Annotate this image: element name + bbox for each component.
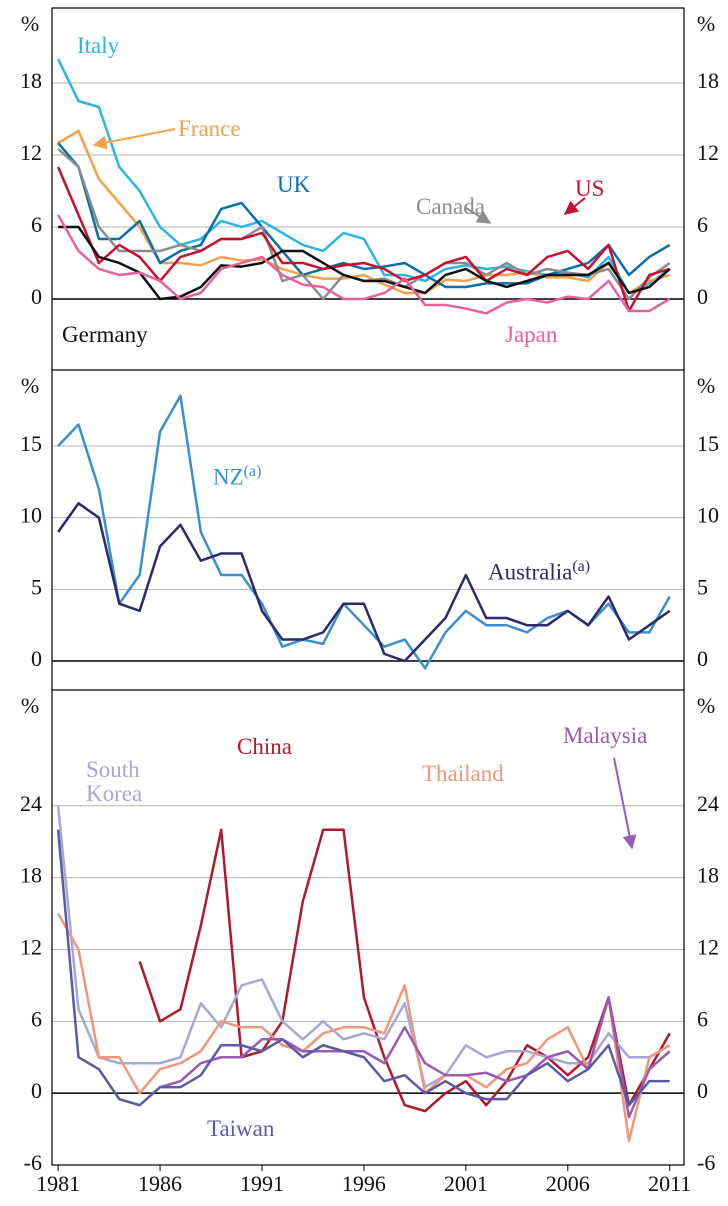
frame	[51, 7, 685, 1166]
series-line	[57, 214, 671, 315]
y-tick-label: 18	[20, 68, 42, 93]
series-label: France	[178, 117, 241, 141]
series-label: Germany	[62, 323, 148, 347]
series-label: UK	[277, 173, 310, 197]
series-name: US	[575, 176, 605, 201]
y-tick-label-right: -6	[697, 1150, 715, 1175]
y-tick-label-right: 10	[697, 503, 719, 528]
series-line	[56, 829, 670, 1107]
arrow	[92, 128, 176, 150]
series-name: Australia	[488, 559, 573, 585]
series-line	[159, 996, 671, 1119]
series-name: UK	[277, 172, 311, 197]
y-tick-label-right: 6	[697, 1006, 708, 1031]
y-tick-label-right: 18	[697, 863, 719, 888]
series-label: Italy	[77, 34, 119, 58]
series-line	[57, 912, 671, 1143]
series-superscript: (a)	[572, 558, 591, 575]
series-name: France	[178, 116, 241, 141]
series-name: NZ	[213, 464, 244, 490]
x-tick-label: 1986	[138, 1171, 182, 1196]
x-tick-label: 1981	[36, 1171, 80, 1196]
y-tick-label: 10	[20, 503, 42, 528]
series-label: Thailand	[422, 762, 504, 786]
series-label: Japan	[505, 323, 557, 347]
series-label: South Korea	[86, 758, 166, 806]
arrow	[465, 207, 492, 224]
y-tick-label: -6	[24, 1150, 42, 1175]
y-tick-label-right: 12	[697, 935, 719, 960]
y-tick-label: 6	[31, 212, 42, 237]
y-tick-label: 18	[20, 863, 42, 888]
x-tick-label: 2006	[546, 1171, 590, 1196]
arrow	[563, 197, 586, 215]
series-superscript: (a)	[243, 463, 262, 480]
series-name: China	[237, 734, 292, 759]
y-tick-label-right: 6	[697, 212, 708, 237]
y-tick-label: 0	[31, 284, 42, 309]
y-tick-label: 6	[31, 1006, 42, 1031]
unit-label: %	[697, 373, 715, 398]
y-tick-label: 12	[20, 935, 42, 960]
y-tick-label: 5	[31, 574, 42, 599]
y-tick-label-right: 0	[697, 1078, 708, 1103]
series-group	[56, 805, 671, 1143]
y-tick-label: 15	[20, 431, 42, 456]
series-name: Germany	[62, 322, 148, 347]
series-label: China	[237, 735, 292, 759]
y-tick-label-right: 5	[697, 574, 708, 599]
arrows	[92, 128, 637, 850]
series-name: Malaysia	[563, 723, 648, 748]
series-group	[57, 394, 671, 670]
series-label: US	[575, 177, 604, 201]
series-label: Malaysia	[563, 724, 647, 748]
series-name: Japan	[505, 322, 558, 347]
series-name: Thailand	[422, 761, 504, 786]
series-line	[138, 828, 671, 1113]
y-tick-label: 12	[20, 140, 42, 165]
unit-label: %	[21, 373, 39, 398]
series-label: NZ(a)	[213, 460, 261, 490]
series-group	[56, 58, 671, 315]
y-tick-label: 0	[31, 646, 42, 671]
y-tick-label: 0	[31, 1078, 42, 1103]
y-tick-label-right: 0	[697, 284, 708, 309]
series-name: Canada	[416, 194, 485, 219]
series-label: Taiwan	[207, 1117, 274, 1141]
unit-label: %	[697, 11, 715, 36]
y-tick-label-right: 18	[697, 68, 719, 93]
series-line	[57, 502, 671, 663]
unit-label: %	[21, 693, 39, 718]
y-tick-label-right: 24	[697, 791, 719, 816]
series-name: South Korea	[86, 757, 143, 806]
x-tick-label: 2001	[444, 1171, 488, 1196]
x-tick-label: 1996	[342, 1171, 386, 1196]
arrow	[613, 757, 637, 850]
series-line	[58, 225, 671, 301]
x-tick-label: 1991	[240, 1171, 284, 1196]
y-tick-label-right: 15	[697, 431, 719, 456]
series-name: Italy	[77, 33, 120, 58]
unit-label: %	[697, 693, 715, 718]
series-line	[57, 394, 671, 670]
unit-label: %	[21, 11, 39, 36]
series-label: Australia(a)	[488, 555, 590, 585]
series-line	[57, 142, 671, 289]
series-label: Canada	[416, 195, 485, 219]
series-name: Taiwan	[207, 1116, 275, 1141]
x-tick-label: 2011	[648, 1171, 691, 1196]
y-tick-label: 24	[20, 791, 42, 816]
y-tick-label-right: 12	[697, 140, 719, 165]
y-tick-label-right: 0	[697, 646, 708, 671]
series-line	[56, 805, 671, 1089]
